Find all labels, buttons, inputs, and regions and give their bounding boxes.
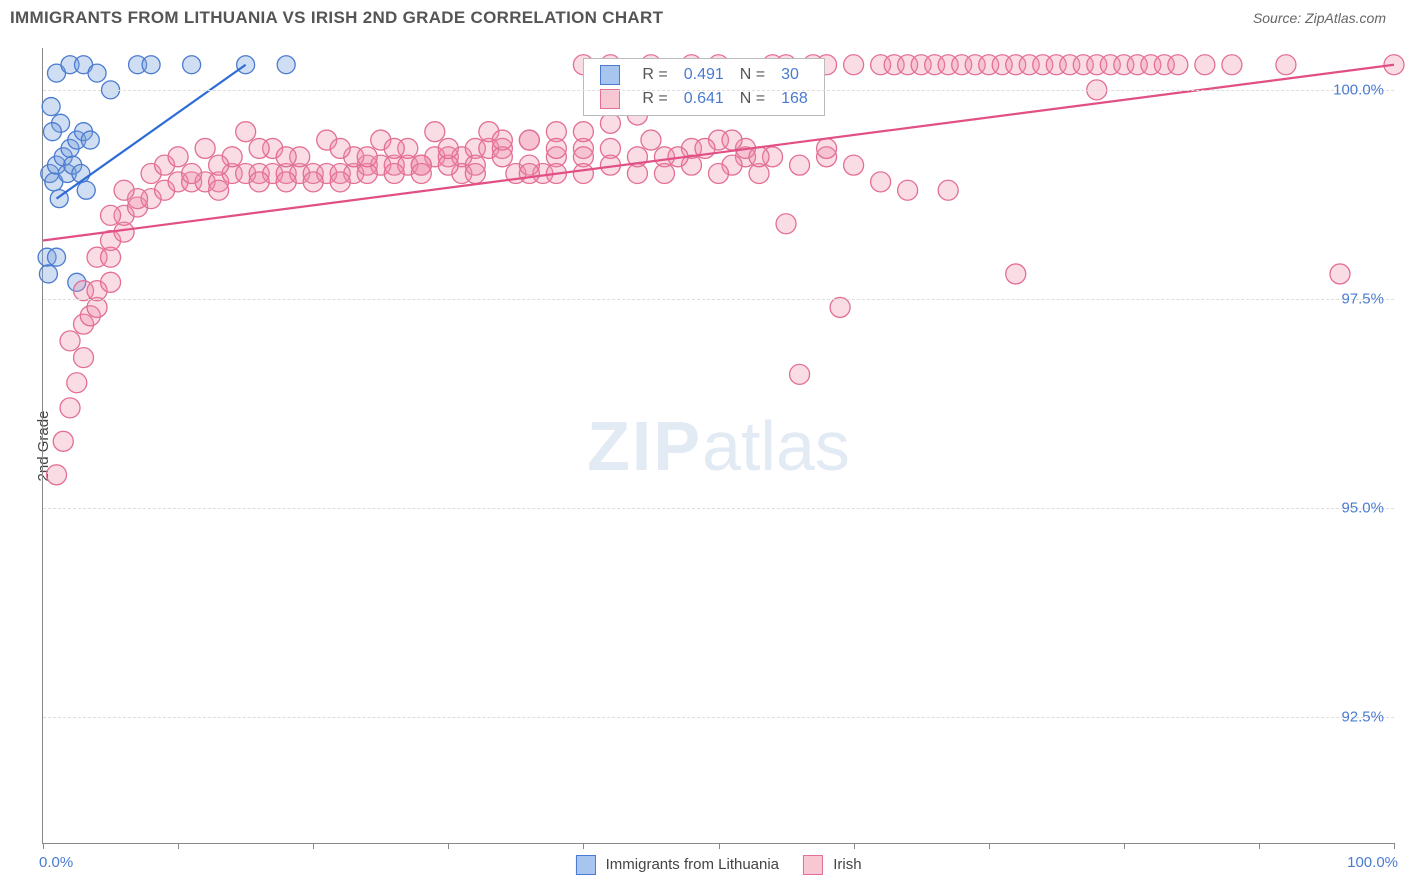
source-label: Source: ZipAtlas.com: [1253, 10, 1386, 26]
correlation-legend: R = 0.491 N = 30 R = 0.641 N = 168: [583, 58, 824, 116]
y-tick-label: 92.5%: [1341, 709, 1384, 726]
legend-row-series-0: R = 0.491 N = 30: [592, 63, 815, 87]
swatch-series-0: [600, 65, 620, 85]
x-tick: [178, 843, 179, 849]
x-tick: [43, 843, 44, 849]
x-tick: [989, 843, 990, 849]
gridline: [43, 299, 1394, 300]
chart-title: IMMIGRANTS FROM LITHUANIA VS IRISH 2ND G…: [10, 8, 663, 28]
legend-bottom: Immigrants from Lithuania Irish: [575, 855, 861, 875]
chart-area: ZIPatlas R = 0.491 N = 30 R = 0.641 N = …: [42, 48, 1394, 844]
x-axis-min-label: 0.0%: [39, 854, 73, 871]
gridline: [43, 717, 1394, 718]
y-tick-label: 100.0%: [1333, 81, 1384, 98]
header: IMMIGRANTS FROM LITHUANIA VS IRISH 2ND G…: [0, 0, 1406, 36]
x-tick: [1124, 843, 1125, 849]
x-tick: [583, 843, 584, 849]
legend-swatch-1: [803, 855, 823, 875]
x-tick: [448, 843, 449, 849]
legend-item-0: Immigrants from Lithuania: [575, 855, 779, 875]
y-tick-label: 95.0%: [1341, 500, 1384, 517]
x-tick: [313, 843, 314, 849]
x-tick: [1259, 843, 1260, 849]
swatch-series-1: [600, 89, 620, 109]
plot-svg: [43, 48, 1394, 843]
gridline: [43, 90, 1394, 91]
x-axis-max-label: 100.0%: [1347, 854, 1398, 871]
x-tick: [1394, 843, 1395, 849]
gridline: [43, 508, 1394, 509]
legend-swatch-0: [575, 855, 595, 875]
y-tick-label: 97.5%: [1341, 291, 1384, 308]
legend-item-1: Irish: [803, 855, 862, 875]
x-tick: [719, 843, 720, 849]
x-tick: [854, 843, 855, 849]
